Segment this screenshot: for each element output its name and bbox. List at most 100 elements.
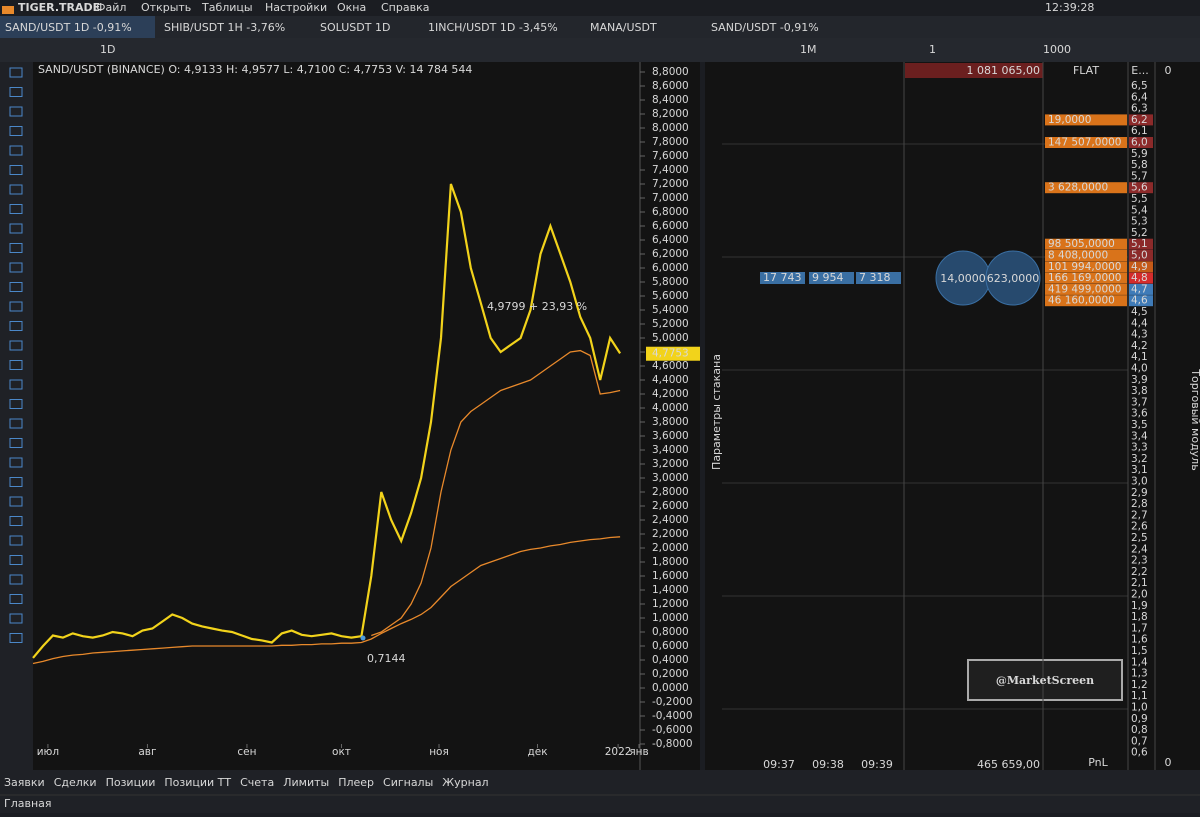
tool-icon[interactable] [9, 321, 23, 331]
bottom-tab[interactable]: Плеер [338, 776, 374, 789]
tool-icon[interactable] [9, 223, 23, 234]
tool-icon[interactable] [9, 126, 23, 136]
tool-icon[interactable] [9, 184, 23, 195]
price-level: 6,1 [1131, 125, 1148, 137]
dom-count[interactable]: 1 [929, 43, 936, 56]
y-tick-label: -0,6000 [652, 724, 693, 736]
chart-tab[interactable]: SOLUSDT 1D [320, 21, 390, 34]
price-level: 3,6 [1131, 408, 1148, 420]
timeframe[interactable]: 1D [100, 43, 115, 56]
tool-icon[interactable] [9, 418, 23, 429]
size-label: 8 408,0000 [1048, 250, 1108, 262]
y-tick-label: 7,2000 [652, 178, 689, 190]
tool-icon[interactable] [9, 496, 23, 507]
tool-icon[interactable] [9, 574, 23, 585]
y-tick-label: 7,0000 [652, 192, 689, 204]
menu-item[interactable]: Окна [337, 1, 366, 14]
y-tick-label: 4,6000 [652, 360, 689, 372]
tool-icon[interactable] [9, 399, 23, 409]
y-tick-label: 6,0000 [652, 262, 689, 274]
tool-icon[interactable] [9, 204, 23, 214]
chart-tab[interactable]: MANA/USDT [590, 21, 657, 34]
tool-icon[interactable] [9, 165, 23, 175]
change-label: 4,9799 + 23,93 % [487, 300, 587, 313]
x-tick-label: июл [37, 746, 59, 758]
chart-tab[interactable]: 1INCH/USDT 1D -3,45% [428, 21, 558, 34]
bottom-tab[interactable]: Сделки [54, 776, 97, 789]
bottom-tab[interactable]: Журнал [442, 776, 488, 789]
tool-icon[interactable] [9, 594, 23, 604]
price-level: 6,5 [1131, 80, 1148, 92]
price-level: 2,4 [1131, 543, 1148, 555]
menu-item[interactable]: Таблицы [201, 1, 253, 14]
chart-header: SAND/USDT (BINANCE) O: 4,9133 H: 4,9577 … [38, 63, 472, 76]
tool-icon[interactable] [9, 633, 23, 643]
size-bar [1045, 272, 1127, 284]
tool-icon[interactable] [9, 535, 23, 546]
module-label[interactable]: Торговый модуль [1189, 368, 1200, 470]
bottom-tab[interactable]: Счета [240, 776, 274, 789]
price-level: 2,8 [1131, 498, 1148, 510]
size-bar [1045, 295, 1127, 307]
size-bar [1045, 137, 1127, 148]
tool-icon[interactable] [9, 379, 23, 390]
bottom-tab[interactable]: Лимиты [283, 776, 329, 789]
price-line [32, 183, 622, 659]
tool-icon[interactable] [9, 613, 23, 624]
tool-icon[interactable] [9, 360, 23, 370]
tool-icon[interactable] [9, 243, 23, 253]
workspace-tab[interactable]: Главная [4, 797, 52, 810]
y-tick-label: 1,6000 [652, 570, 689, 582]
price-level: 1,8 [1131, 611, 1148, 623]
tool-icon[interactable] [9, 457, 23, 468]
side-label[interactable]: Параметры стакана [710, 354, 723, 470]
bottom-tab[interactable]: Позиции ТТ [164, 776, 231, 789]
price-level: 1,9 [1131, 600, 1148, 612]
y-tick-label: 7,6000 [652, 150, 689, 162]
menu-item[interactable]: Справка [381, 1, 429, 14]
price-level: 2,5 [1131, 532, 1148, 544]
tool-icon[interactable] [9, 67, 23, 78]
dom-timeframe[interactable]: 1M [800, 43, 817, 56]
y-tick-label: 3,0000 [652, 472, 689, 484]
tool-icon[interactable] [9, 555, 23, 565]
tool-icon[interactable] [9, 282, 23, 292]
tool-icon[interactable] [9, 106, 23, 117]
last-price-tag [646, 346, 700, 361]
bottom-tab[interactable]: Заявки [4, 776, 45, 789]
y-tick-label: 2,0000 [652, 542, 689, 554]
tool-icon[interactable] [9, 301, 23, 312]
chart-tab[interactable]: SAND/USDT 1D -0,91% [5, 21, 132, 34]
y-tick-label: 4,4000 [652, 374, 689, 386]
tool-icon[interactable] [9, 438, 23, 448]
price-level: 2,9 [1131, 487, 1148, 499]
bottom-tab[interactable]: Сигналы [383, 776, 433, 789]
dom-tab[interactable]: SAND/USDT -0,91% [711, 21, 819, 34]
price-level: 4,6 [1131, 295, 1148, 307]
x-tick-label: сен [237, 746, 256, 758]
price-axis [640, 62, 700, 770]
tool-icon[interactable] [9, 477, 23, 487]
chart-tab[interactable]: SHIB/USDT 1H -3,76% [164, 21, 285, 34]
price-level: 1,6 [1131, 634, 1148, 646]
price-level: 5,7 [1131, 170, 1148, 182]
bottom-tab[interactable]: Позиции [106, 776, 156, 789]
y-tick-label: -0,8000 [652, 738, 693, 750]
tool-icon[interactable] [9, 516, 23, 526]
price-level: 3,8 [1131, 385, 1148, 397]
menu-item[interactable]: Файл [96, 1, 126, 14]
tool-icon[interactable] [9, 145, 23, 156]
cluster-cell [856, 272, 901, 284]
menu-item[interactable]: Открыть [141, 1, 191, 14]
dom-step[interactable]: 1000 [1043, 43, 1071, 56]
menu-item[interactable]: Настройки [265, 1, 327, 14]
size-label: 147 507,0000 [1048, 137, 1121, 149]
tool-icon[interactable] [9, 262, 23, 273]
price-cell [1129, 114, 1153, 126]
tool-icon[interactable] [9, 340, 23, 351]
bubble-label: 14,0000 [940, 272, 986, 285]
dom-header: FLAT [1073, 64, 1099, 77]
tool-icon[interactable] [9, 87, 23, 97]
price-level: 0,7 [1131, 735, 1148, 747]
size-label: 98 505,0000 [1048, 238, 1115, 250]
